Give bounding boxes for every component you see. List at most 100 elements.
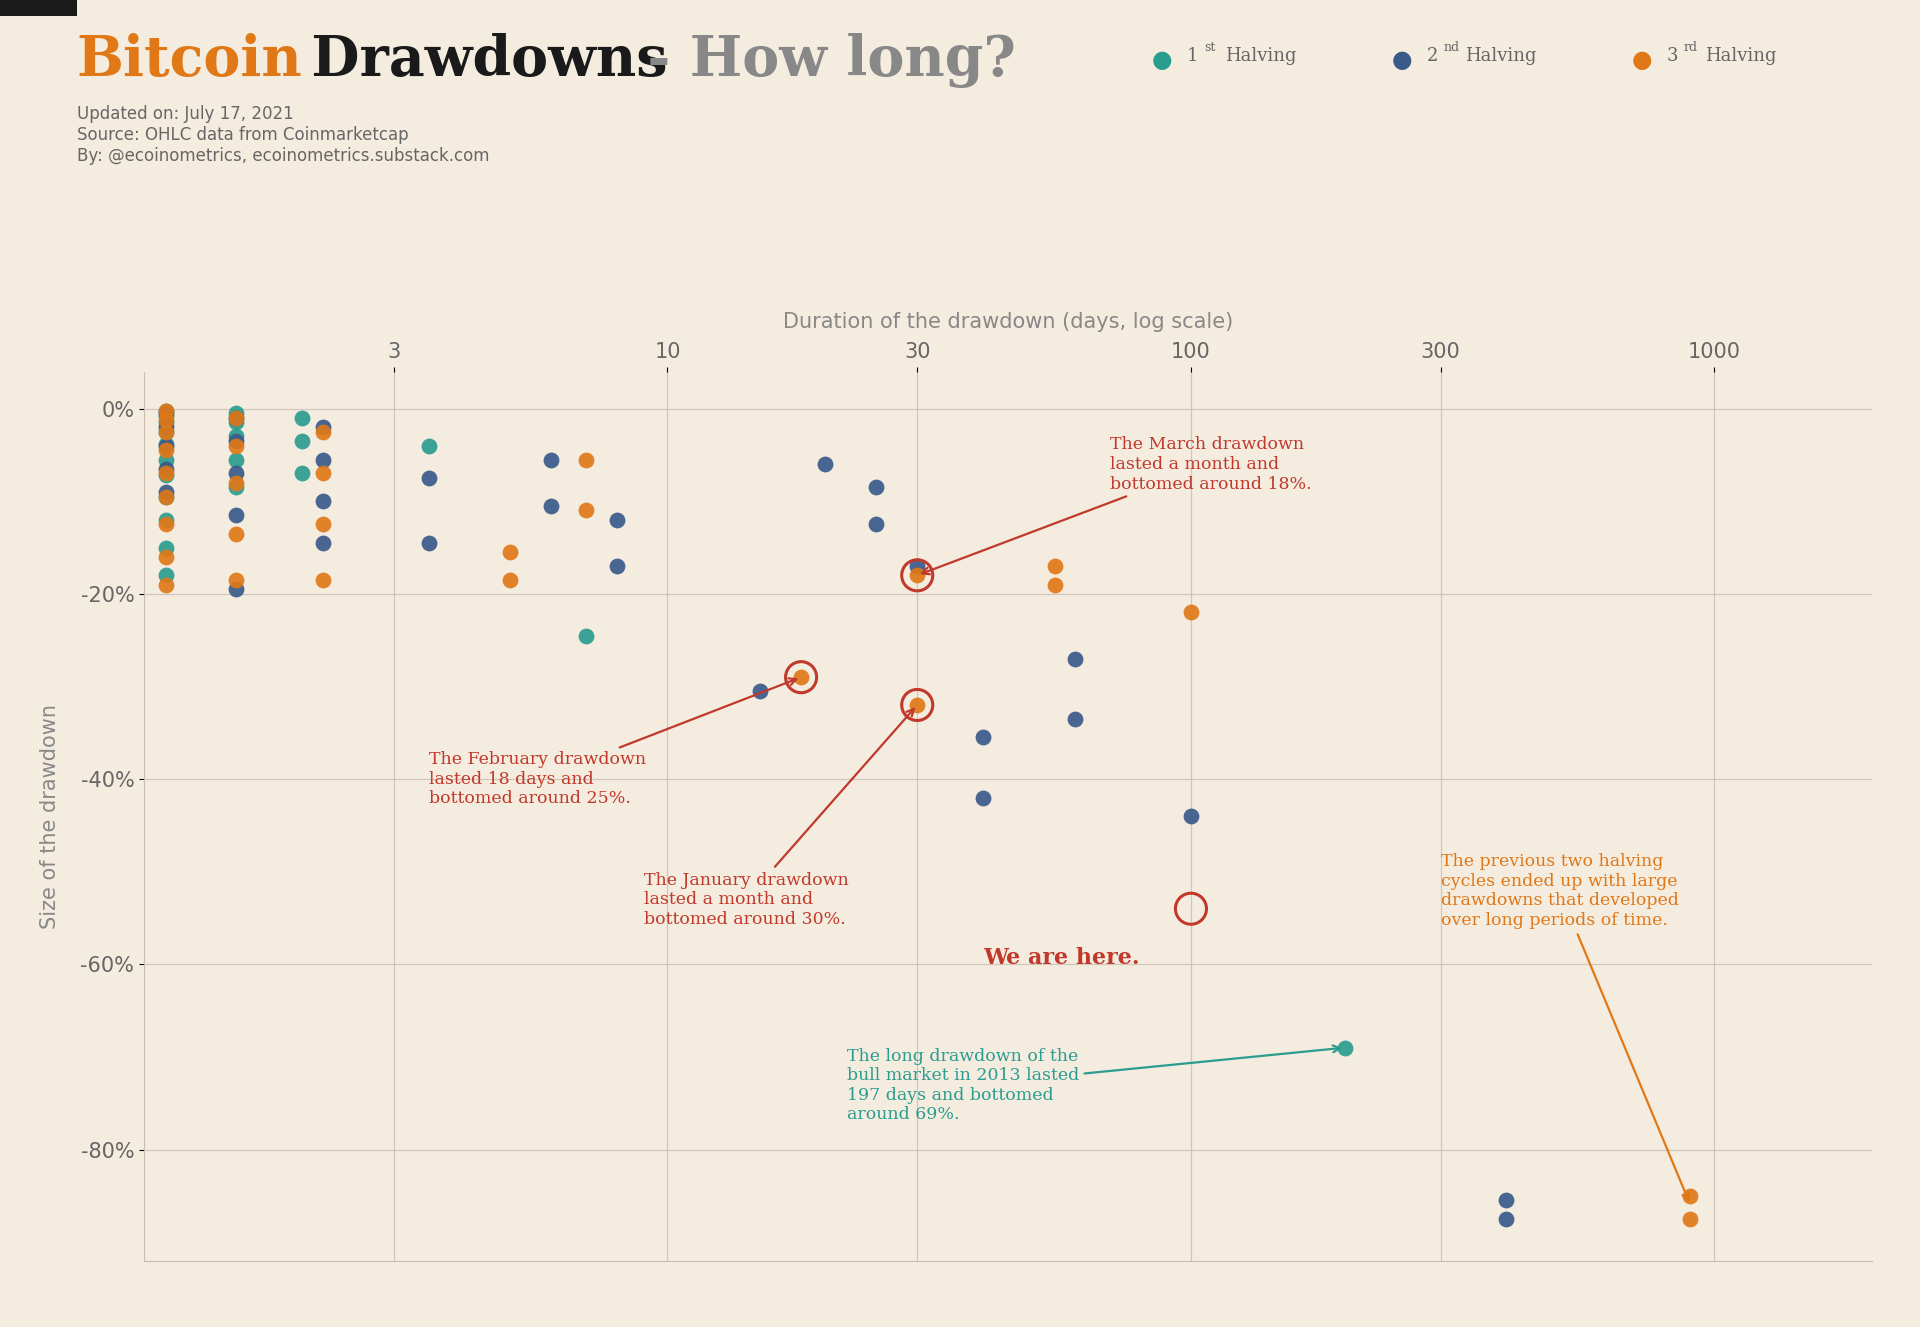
Point [745, 681, 776, 702]
Text: Drawdowns: Drawdowns [292, 33, 668, 88]
Point [1175, 898, 1206, 920]
Point [221, 407, 252, 429]
Text: We are here.: We are here. [983, 947, 1139, 969]
Point [902, 694, 933, 715]
Text: ●: ● [1152, 48, 1171, 72]
Point [307, 569, 338, 591]
Text: Halving: Halving [1465, 46, 1536, 65]
Point [601, 510, 632, 531]
Point [150, 482, 180, 503]
Text: - How long?: - How long? [628, 33, 1016, 88]
Point [495, 569, 526, 591]
Point [221, 476, 252, 498]
Point [413, 467, 444, 488]
Point [536, 449, 566, 470]
Point [221, 411, 252, 433]
Point [150, 409, 180, 430]
Point [413, 532, 444, 553]
Point [1674, 1209, 1705, 1230]
Text: Halving: Halving [1705, 46, 1776, 65]
Point [221, 402, 252, 423]
Point [221, 449, 252, 470]
Point [150, 547, 180, 568]
Point [221, 472, 252, 494]
Point [286, 463, 317, 484]
Point [810, 454, 841, 475]
Point [570, 449, 601, 470]
Point [1175, 601, 1206, 622]
Point [968, 787, 998, 808]
Point [570, 625, 601, 646]
Text: Halving: Halving [1225, 46, 1296, 65]
Point [150, 510, 180, 531]
Point [221, 504, 252, 525]
Text: ●: ● [1632, 48, 1651, 72]
Point [1331, 1036, 1361, 1058]
Point [1674, 1185, 1705, 1206]
Point [1490, 1190, 1521, 1212]
Point [307, 449, 338, 470]
Text: 3: 3 [1667, 46, 1678, 65]
Text: By: @ecoinometrics, ecoinometrics.substack.com: By: @ecoinometrics, ecoinometrics.substa… [77, 147, 490, 166]
Point [785, 666, 816, 687]
Point [150, 575, 180, 596]
Point [150, 458, 180, 479]
Point [150, 464, 180, 486]
Point [221, 430, 252, 451]
Point [307, 532, 338, 553]
Point [150, 449, 180, 470]
Point [150, 405, 180, 426]
Point [902, 556, 933, 577]
Point [221, 435, 252, 456]
Point [902, 565, 933, 587]
Point [1039, 556, 1069, 577]
Point [785, 666, 816, 687]
Point [150, 514, 180, 535]
Point [1039, 575, 1069, 596]
Point [150, 439, 180, 460]
Point [221, 579, 252, 600]
Point [601, 556, 632, 577]
X-axis label: Duration of the drawdown (days, log scale): Duration of the drawdown (days, log scal… [783, 312, 1233, 332]
Text: ●: ● [1392, 48, 1411, 72]
Point [286, 430, 317, 451]
Point [286, 407, 317, 429]
Point [150, 433, 180, 454]
Point [307, 417, 338, 438]
Point [1060, 648, 1091, 669]
Text: rd: rd [1684, 41, 1697, 54]
Point [150, 401, 180, 422]
Point [150, 401, 180, 422]
Point [413, 435, 444, 456]
Text: The previous two halving
cycles ended up with large
drawdowns that developed
ove: The previous two halving cycles ended up… [1440, 853, 1690, 1200]
Point [902, 694, 933, 715]
Point [495, 541, 526, 563]
Point [150, 411, 180, 433]
Point [221, 569, 252, 591]
Text: Bitcoin: Bitcoin [77, 33, 303, 88]
Point [150, 486, 180, 507]
Point [150, 537, 180, 559]
Point [307, 463, 338, 484]
Point [150, 486, 180, 507]
Point [150, 565, 180, 587]
Point [1060, 709, 1091, 730]
Text: The March drawdown
lasted a month and
bottomed around 18%.: The March drawdown lasted a month and bo… [922, 437, 1311, 575]
Text: st: st [1204, 41, 1215, 54]
Point [221, 426, 252, 447]
Point [570, 500, 601, 522]
Point [1175, 805, 1206, 827]
Point [536, 495, 566, 516]
Point [150, 417, 180, 438]
Text: The January drawdown
lasted a month and
bottomed around 30%.: The January drawdown lasted a month and … [643, 709, 914, 928]
Point [150, 421, 180, 442]
Text: nd: nd [1444, 41, 1459, 54]
Text: 1: 1 [1187, 46, 1198, 65]
Point [150, 402, 180, 423]
Point [150, 463, 180, 484]
Text: 2: 2 [1427, 46, 1438, 65]
Text: Source: OHLC data from Coinmarketcap: Source: OHLC data from Coinmarketcap [77, 126, 409, 145]
Point [1490, 1209, 1521, 1230]
Text: The February drawdown
lasted 18 days and
bottomed around 25%.: The February drawdown lasted 18 days and… [428, 678, 797, 807]
Text: The long drawdown of the
bull market in 2013 lasted
197 days and bottomed
around: The long drawdown of the bull market in … [847, 1046, 1340, 1124]
